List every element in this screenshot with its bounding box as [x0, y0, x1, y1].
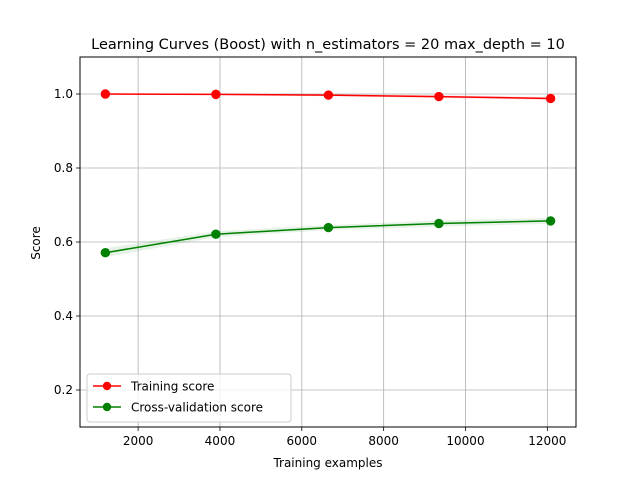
legend-cross-validation-label: Cross-validation score: [131, 401, 263, 415]
x-tick-label: 8000: [368, 434, 399, 448]
x-tick-label: 10000: [446, 434, 484, 448]
y-tick-label: 0.4: [54, 309, 73, 323]
training-score-point: [100, 89, 111, 99]
legend-cross-validation-marker: [102, 402, 112, 412]
cross-validation-score-point: [323, 222, 334, 233]
legend-box: [86, 373, 292, 423]
legend: Training score Cross-validation score: [86, 373, 292, 423]
training-score-point: [323, 90, 334, 100]
y-tick-label: 0.8: [54, 161, 73, 175]
cross-validation-score-point: [545, 216, 556, 226]
x-axis-ticks: 2000 4000 6000 8000 10000 12000: [123, 427, 566, 448]
training-score-point: [545, 93, 556, 104]
training-score-point: [434, 91, 444, 102]
y-tick-label: 0.2: [54, 383, 73, 397]
x-tick-label: 4000: [205, 434, 236, 448]
y-tick-label: 0.6: [54, 235, 73, 249]
chart-title: Learning Curves (Boost) with n_estimator…: [91, 37, 565, 53]
y-axis-label: Score: [29, 226, 43, 260]
y-axis-ticks: 0.2 0.4 0.6 0.8 1.0: [54, 87, 80, 397]
series-markers: [100, 89, 556, 258]
x-tick-label: 2000: [123, 434, 154, 448]
y-tick-label: 1.0: [54, 87, 73, 101]
legend-training-marker: [102, 381, 112, 391]
plot-area: [79, 56, 577, 428]
training-score-point: [211, 89, 221, 100]
x-axis-label: Training examples: [272, 456, 382, 470]
x-tick-label: 6000: [287, 434, 318, 448]
cross-validation-score-point: [100, 248, 111, 258]
cross-validation-score-point: [434, 218, 444, 229]
cross-validation-score-point: [211, 229, 221, 239]
legend-training-label: Training score: [130, 380, 214, 394]
x-tick-label: 12000: [528, 434, 566, 448]
